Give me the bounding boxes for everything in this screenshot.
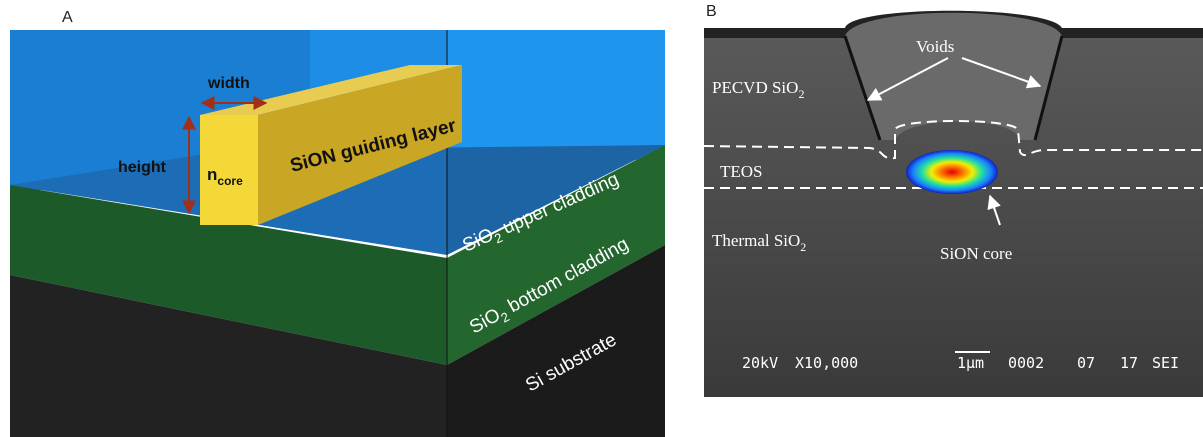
label-base: Thermal SiO — [712, 231, 800, 250]
panel-b: B Voids PECVD SiO2 TEOS Thermal SiO2 SiO… — [704, 3, 1203, 397]
height-label: height — [118, 159, 167, 176]
info-text: 17 — [1120, 354, 1138, 372]
width-label: width — [207, 75, 250, 92]
panel-label: B — [706, 3, 717, 20]
figure: A width height ncore SiON guiding layer … — [0, 0, 1203, 437]
core-label: SiON core — [940, 244, 1012, 263]
info-text: SEI — [1152, 354, 1179, 372]
info-text: X10,000 — [795, 354, 858, 372]
info-text: 20kV — [742, 354, 778, 372]
overcladding-bump — [845, 13, 1062, 140]
label-sub: 2 — [798, 87, 804, 101]
info-text: 07 — [1077, 354, 1095, 372]
n-core-sub: core — [217, 174, 243, 188]
info-text: 1μm — [957, 354, 984, 372]
voids-label: Voids — [916, 37, 954, 56]
panel-a: A width height ncore SiON guiding layer … — [10, 9, 665, 437]
teos-label: TEOS — [720, 162, 763, 181]
info-text: 0002 — [1008, 354, 1044, 372]
n-core-base: n — [207, 165, 217, 184]
panel-label: A — [62, 9, 73, 26]
label-sub: 2 — [800, 240, 806, 254]
label-base: PECVD SiO — [712, 78, 798, 97]
mode-profile — [906, 150, 998, 194]
